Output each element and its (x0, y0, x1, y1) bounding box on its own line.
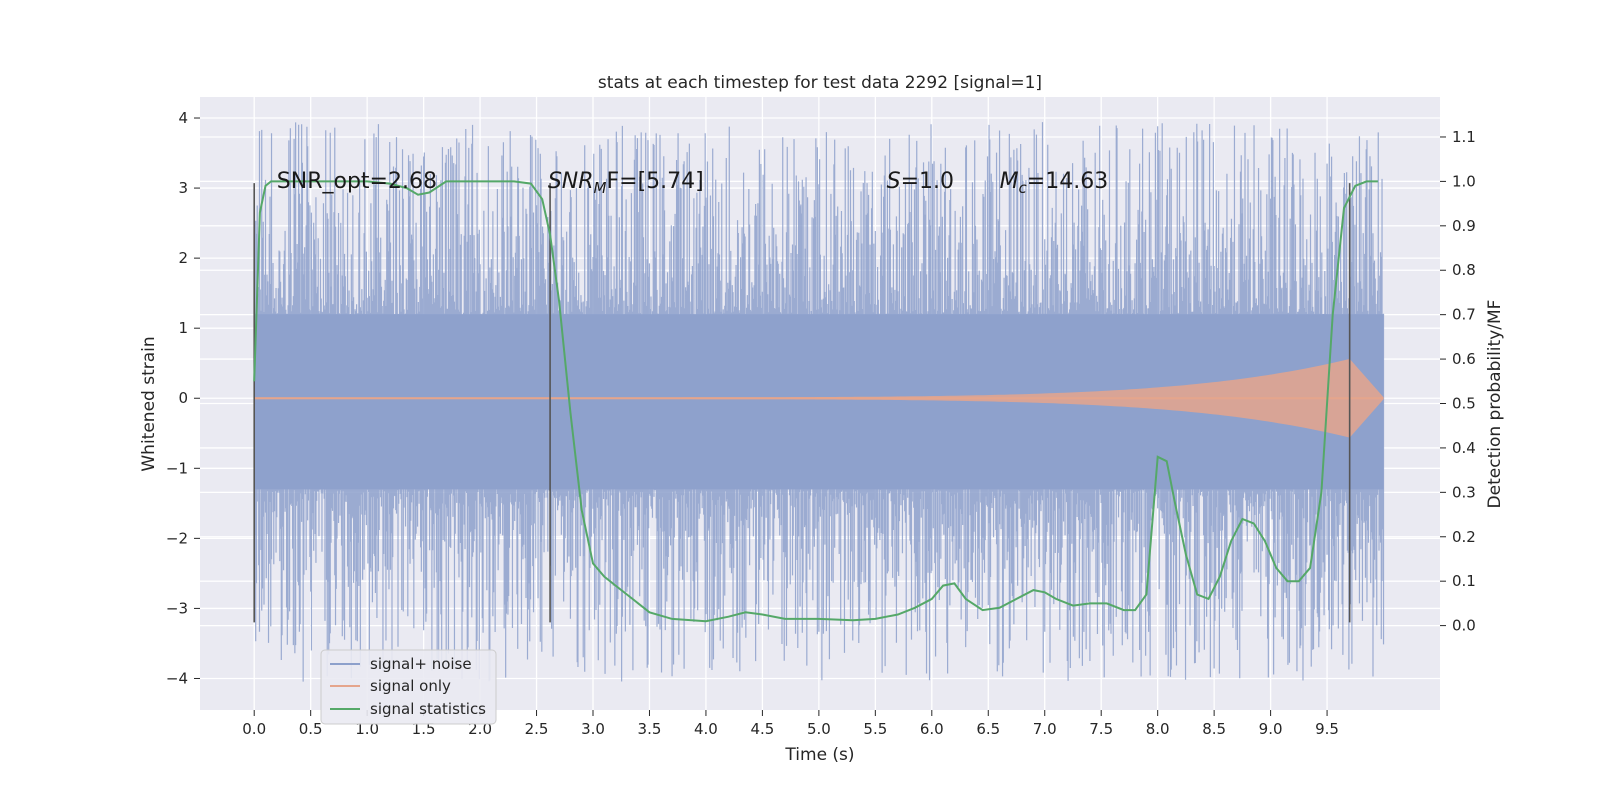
series-signal-only (254, 358, 1384, 438)
y2-tick-label: 0.1 (1452, 572, 1476, 590)
stats-line (253, 180, 1378, 623)
y-tick-label: 1 (178, 319, 188, 337)
vertical-markers (253, 183, 1351, 623)
x-tick-label: 9.0 (1259, 720, 1283, 738)
y-tick-label: −2 (166, 529, 188, 547)
legend: signal+ noise signal only signal statist… (320, 649, 497, 725)
x-axis-label: Time (s) (784, 745, 854, 765)
y-tick-label: 4 (178, 109, 188, 127)
x-tick-label: 0.5 (299, 720, 323, 738)
x-tick-label: 4.0 (694, 720, 718, 738)
y2-tick-label: 0.4 (1452, 439, 1476, 457)
x-tick-label: 8.0 (1146, 720, 1170, 738)
x-tick-label: 7.5 (1089, 720, 1113, 738)
annotation-snr-mf: SNRMF=[5.74] (548, 169, 704, 197)
y2-tick-label: 0.5 (1452, 395, 1476, 413)
y2-tick-label: 0.8 (1452, 261, 1476, 279)
annotation-mc-value: Mc=14.63 (1000, 169, 1109, 197)
chart-title: stats at each timestep for test data 229… (598, 73, 1042, 93)
x-tick-label: 3.5 (638, 720, 662, 738)
y2-tick-label: 0.7 (1452, 306, 1476, 324)
y2-tick-label: 0.0 (1452, 617, 1476, 635)
x-tick-label: 3.0 (581, 720, 605, 738)
x-tick-label: 2.5 (525, 720, 549, 738)
x-tick-label: 5.0 (807, 720, 831, 738)
x-tick-label: 4.5 (750, 720, 774, 738)
y-tick-label: −1 (166, 459, 188, 477)
legend-label-signal-only: signal only (370, 677, 451, 695)
y-tick-label: 3 (178, 179, 188, 197)
x-tick-label: 7.0 (1033, 720, 1057, 738)
y2-tick-label: 1.0 (1452, 172, 1476, 190)
y2-tick-label: 0.3 (1452, 483, 1476, 501)
x-tick-label: 8.5 (1202, 720, 1226, 738)
legend-label-signal-noise: signal+ noise (370, 655, 472, 673)
y-axis-ticks: −4 −3 −2 −1 0 1 2 3 4 (166, 109, 200, 687)
x-tick-label: 5.5 (863, 720, 887, 738)
y2-tick-label: 0.2 (1452, 528, 1476, 546)
y2-tick-label: 1.1 (1452, 128, 1476, 146)
y-tick-label: 2 (178, 249, 188, 267)
y-tick-label: −4 (166, 669, 188, 687)
series-signal-statistics (253, 180, 1378, 623)
y-axis-label: Whitened strain (139, 336, 159, 471)
y-tick-label: −3 (166, 599, 188, 617)
x-tick-label: 6.0 (920, 720, 944, 738)
annotation-s-value: S=1.0 (887, 169, 954, 194)
y-tick-label: 0 (178, 389, 188, 407)
y2-tick-label: 0.9 (1452, 217, 1476, 235)
legend-box (320, 649, 497, 725)
x-tick-label: 6.5 (976, 720, 1000, 738)
x-tick-label: 9.5 (1315, 720, 1339, 738)
x-axis-ticks: 0.0 0.5 1.0 1.5 2.0 2.5 3.0 3.5 4.0 4.5 5.0 5.5 6.0 6… (242, 710, 1339, 738)
annotations: SNR_opt=2.68 SNRMF=[5.74] S=1.0 Mc=14.63 (277, 169, 1108, 197)
annotation-snr-opt: SNR_opt=2.68 (277, 169, 437, 194)
x-tick-label: 0.0 (242, 720, 266, 738)
y2-axis-ticks: 0.0 0.1 0.2 0.3 0.4 0.5 0.6 0.7 0.8 0.9 1.0 1.1 (1440, 128, 1476, 635)
y2-axis-label: Detection probability/MF (1485, 300, 1505, 509)
y2-tick-label: 0.6 (1452, 350, 1476, 368)
legend-label-signal-statistics: signal statistics (370, 700, 486, 718)
